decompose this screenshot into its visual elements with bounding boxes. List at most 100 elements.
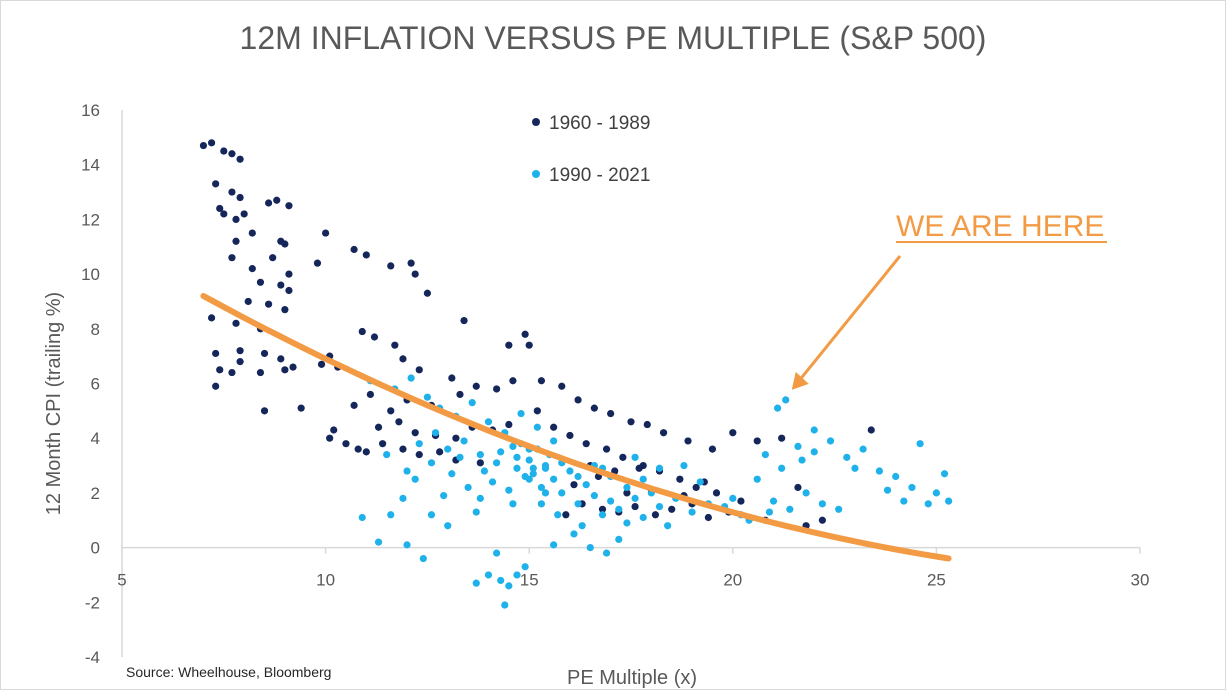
data-point <box>220 147 228 155</box>
data-point <box>558 382 566 390</box>
data-point <box>892 472 900 481</box>
data-point <box>407 374 415 382</box>
data-point <box>505 582 513 590</box>
data-point <box>281 306 289 314</box>
data-point <box>440 492 448 500</box>
data-point <box>659 429 668 437</box>
data-point <box>411 475 419 483</box>
data-point <box>509 377 517 385</box>
data-point <box>786 505 794 513</box>
data-point <box>358 327 366 336</box>
data-point <box>399 494 407 502</box>
data-point <box>493 549 501 557</box>
data-point <box>550 423 558 431</box>
y-tick-label: 16 <box>81 101 100 120</box>
data-point <box>521 330 529 338</box>
data-point <box>366 390 374 399</box>
legend-marker <box>532 118 540 126</box>
data-point <box>615 505 623 513</box>
data-point <box>387 511 395 519</box>
data-point <box>773 404 782 412</box>
data-point <box>207 314 216 322</box>
data-point <box>643 420 651 429</box>
data-point <box>431 429 440 437</box>
data-point <box>623 519 631 527</box>
data-point <box>505 420 513 429</box>
data-point <box>708 445 717 453</box>
data-point <box>260 407 269 415</box>
data-point <box>513 464 521 472</box>
data-point <box>607 497 615 505</box>
data-point <box>782 396 790 404</box>
data-point <box>260 349 269 358</box>
data-point <box>570 530 578 538</box>
data-point <box>704 513 712 522</box>
data-point <box>810 426 818 434</box>
data-point <box>264 300 273 308</box>
data-point <box>232 237 240 245</box>
data-point <box>517 409 525 418</box>
annotation-arrow-line <box>798 255 902 381</box>
data-point <box>664 522 672 530</box>
data-point <box>521 563 529 571</box>
x-axis-title: PE Multiple (x) <box>567 667 697 689</box>
data-point <box>908 483 916 492</box>
data-point <box>521 472 529 481</box>
data-point <box>602 445 611 453</box>
data-point <box>444 522 452 530</box>
data-point <box>537 483 546 492</box>
data-point <box>264 199 273 207</box>
data-point <box>655 502 664 511</box>
data-point <box>590 404 598 412</box>
data-point <box>472 579 480 587</box>
data-point <box>851 464 859 472</box>
data-point <box>277 355 285 363</box>
x-tick-label: 5 <box>117 571 126 590</box>
data-point <box>505 341 513 349</box>
x-tick-label: 15 <box>520 571 539 590</box>
data-point <box>216 204 224 213</box>
data-point <box>940 470 949 478</box>
data-point <box>297 404 305 412</box>
data-point <box>199 141 208 150</box>
data-point <box>411 429 419 437</box>
data-point <box>802 489 810 497</box>
data-point <box>818 516 826 524</box>
data-point <box>615 535 623 543</box>
data-point <box>362 448 370 456</box>
data-point <box>932 489 941 497</box>
data-point <box>875 467 883 475</box>
data-point <box>358 513 366 522</box>
data-point <box>574 472 582 481</box>
data-point <box>513 453 521 461</box>
data-point <box>712 489 721 497</box>
data-point <box>212 382 220 390</box>
data-point <box>480 467 489 475</box>
data-point <box>472 508 480 516</box>
data-point <box>383 451 391 459</box>
data-point <box>407 259 415 267</box>
y-tick-label: 12 <box>81 210 100 229</box>
data-point <box>765 508 774 516</box>
data-point <box>444 445 452 453</box>
data-point <box>423 393 431 401</box>
data-point <box>590 492 598 500</box>
data-point <box>525 341 533 349</box>
data-point <box>582 481 590 489</box>
data-point <box>509 500 517 508</box>
y-tick-label: -2 <box>85 593 100 612</box>
data-point <box>387 262 395 270</box>
data-point <box>631 502 639 511</box>
annotation-text: WE ARE HERE <box>896 210 1104 243</box>
data-point <box>370 333 379 341</box>
data-point <box>883 486 892 494</box>
data-point <box>423 289 431 297</box>
data-point <box>330 426 338 434</box>
data-point <box>415 440 423 448</box>
data-point <box>342 440 350 448</box>
data-point <box>232 319 240 327</box>
data-point <box>476 494 484 502</box>
data-point <box>281 366 289 374</box>
data-point <box>533 407 541 415</box>
